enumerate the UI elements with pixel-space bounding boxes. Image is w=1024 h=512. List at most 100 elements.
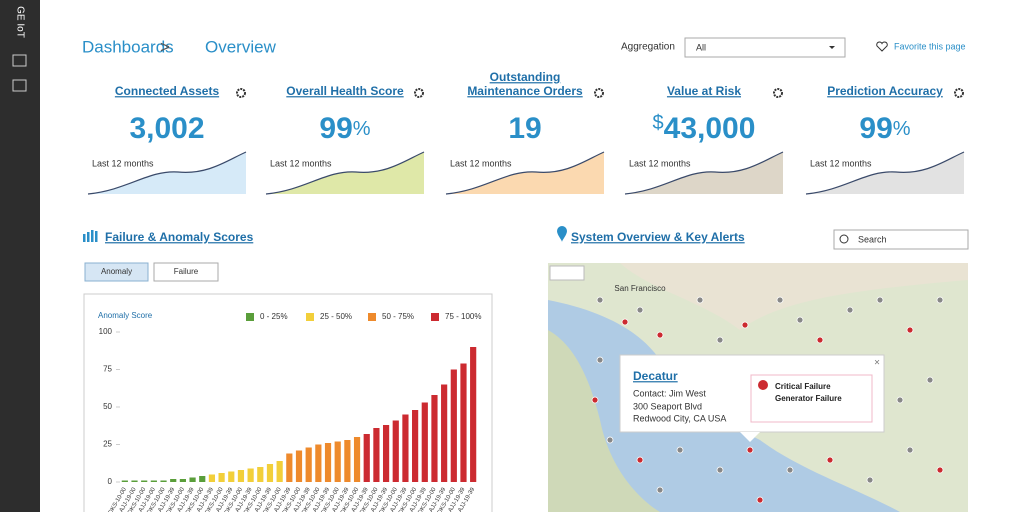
kpi-title: Outstanding (490, 70, 561, 84)
pin-icon (557, 226, 567, 242)
logo: GE IoT (14, 6, 25, 38)
bar (431, 395, 438, 482)
kpi-value: 19 (508, 112, 541, 145)
map-marker[interactable] (591, 396, 599, 404)
popup-title[interactable]: Decatur (633, 369, 678, 383)
map-marker[interactable] (876, 296, 884, 304)
section-title: System Overview & Key Alerts (571, 230, 745, 244)
map-marker[interactable] (716, 336, 724, 344)
bar (460, 363, 467, 482)
sparkline-area (88, 152, 246, 194)
gear-icon[interactable] (594, 88, 604, 98)
tab-label: Anomaly (101, 267, 132, 276)
bar (315, 444, 322, 482)
map-marker[interactable] (606, 436, 614, 444)
map-controls[interactable] (549, 265, 585, 281)
kpi-title: Connected Assets (115, 84, 220, 98)
popup-line: Contact: Jim West (633, 388, 706, 398)
map-marker[interactable] (936, 296, 944, 304)
map-marker[interactable] (696, 296, 704, 304)
map-marker[interactable] (656, 331, 664, 339)
bar (334, 441, 341, 482)
gear-icon[interactable] (773, 88, 783, 98)
bar (257, 467, 264, 482)
kpi-title: Value at Risk (667, 84, 741, 98)
tab-button[interactable] (153, 262, 219, 282)
kpi-value: 99% (319, 112, 370, 145)
map-marker[interactable] (816, 336, 824, 344)
kpi-value: 19 (508, 112, 541, 145)
bar (412, 410, 419, 482)
map-marker[interactable] (936, 466, 944, 474)
map-marker[interactable] (906, 446, 914, 454)
map-marker[interactable] (826, 456, 834, 464)
bar (450, 369, 457, 482)
map-marker[interactable] (776, 296, 784, 304)
map-marker[interactable] (896, 396, 904, 404)
close-icon[interactable]: × (874, 358, 880, 369)
y-tick-label: 75 (103, 365, 112, 374)
y-tick-label: 100 (99, 327, 113, 336)
sparkline-area (266, 152, 424, 194)
bar (218, 473, 225, 482)
alert-text: Critical Failure (775, 382, 831, 391)
bar (266, 464, 274, 482)
bar (373, 428, 380, 482)
bar-icon (87, 232, 90, 242)
sparkline (87, 151, 247, 195)
kpi-period: Last 12 months (629, 158, 691, 168)
sparkline-area (625, 152, 783, 194)
kpi-title: Overall Health Score (286, 84, 404, 98)
popup-tail (740, 432, 760, 442)
map-urban (620, 263, 968, 330)
map-marker[interactable] (866, 476, 874, 484)
breadcrumb[interactable]: Dashboards (82, 37, 174, 56)
select-value: All (696, 42, 706, 52)
map-marker[interactable] (906, 326, 914, 334)
y-axis-label: Anomaly Score (98, 311, 153, 320)
select[interactable] (684, 37, 846, 58)
gear-icon[interactable] (414, 88, 424, 98)
legend-label: 75 - 100% (445, 312, 481, 321)
heart-icon[interactable] (876, 41, 888, 52)
sparkline (265, 151, 425, 195)
map-marker[interactable] (716, 466, 724, 474)
bar-icon (95, 231, 98, 242)
bar (344, 440, 351, 482)
map-marker[interactable] (786, 466, 794, 474)
search-box[interactable] (833, 229, 969, 250)
map-marker[interactable] (926, 376, 934, 384)
bar (237, 470, 245, 482)
kpi-suffix: % (893, 118, 911, 140)
map-marker[interactable] (596, 296, 604, 304)
map-marker[interactable] (676, 446, 684, 454)
tab-button[interactable] (84, 262, 149, 282)
map-land (548, 330, 660, 512)
bar (170, 479, 177, 482)
nav-icon[interactable] (12, 79, 27, 92)
map-marker[interactable] (656, 486, 664, 494)
map-marker[interactable] (796, 316, 804, 324)
map-marker[interactable] (756, 496, 764, 504)
map-marker[interactable] (636, 456, 644, 464)
kpi-value: 3,002 (129, 112, 204, 145)
nav-icon[interactable] (12, 54, 27, 67)
gear-icon[interactable] (236, 88, 246, 98)
map-marker[interactable] (636, 306, 644, 314)
bar (324, 443, 332, 482)
map-marker[interactable] (746, 446, 754, 454)
map-marker[interactable] (596, 356, 604, 364)
favorite-link[interactable]: Favorite this page (894, 41, 966, 51)
map-marker[interactable] (741, 321, 749, 329)
bar-icon (83, 234, 86, 242)
bar (295, 450, 303, 482)
bar (470, 347, 477, 482)
gear-icon[interactable] (954, 88, 964, 98)
map-marker[interactable] (621, 318, 629, 326)
bar (363, 434, 370, 482)
map-marker[interactable] (846, 306, 854, 314)
bar (228, 471, 235, 482)
legend-label: 0 - 25% (260, 312, 288, 321)
legend-label: 25 - 50% (320, 312, 352, 321)
